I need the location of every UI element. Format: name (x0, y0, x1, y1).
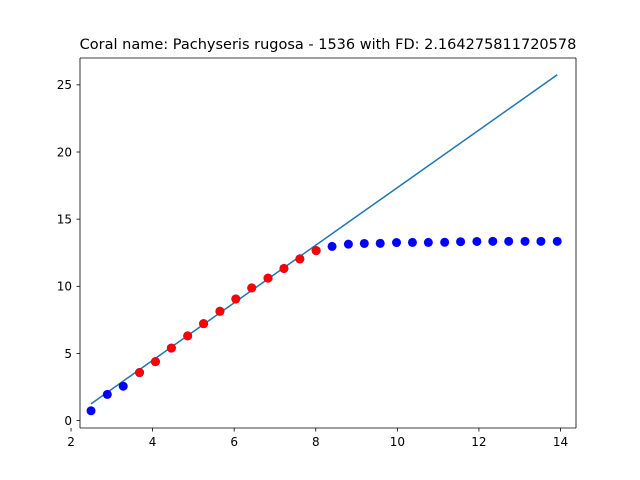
blue-data-point (552, 236, 562, 246)
red-data-point (150, 357, 160, 367)
x-axis-ticks: 2 4 6 8 10 12 14 (67, 428, 568, 449)
x-tick-label: 2 (67, 435, 75, 449)
blue-data-point (504, 236, 514, 246)
blue-data-point (423, 237, 433, 247)
blue-data-point (102, 389, 112, 399)
blue-data-point (327, 241, 337, 251)
red-data-point (231, 294, 241, 304)
blue-data-point (392, 238, 402, 248)
x-tick-label: 14 (553, 435, 568, 449)
y-tick-label: 10 (57, 280, 72, 294)
blue-data-point (343, 239, 353, 249)
blue-data-point (520, 236, 530, 246)
red-data-point (263, 273, 273, 283)
blue-data-point (536, 236, 546, 246)
blue-data-point (472, 236, 482, 246)
red-data-point (183, 331, 193, 341)
blue-data-point (407, 237, 417, 247)
red-data-point (135, 368, 145, 378)
red-data-point (199, 319, 209, 329)
red-data-point (247, 283, 257, 293)
blue-data-point (359, 238, 369, 248)
y-axis-ticks: 0 5 10 15 20 25 (57, 78, 80, 428)
x-tick-label: 8 (312, 435, 320, 449)
blue-data-point (86, 406, 96, 416)
y-tick-label: 0 (64, 414, 72, 428)
y-tick-label: 25 (57, 78, 72, 92)
blue-data-point (118, 381, 128, 391)
blue-data-point (488, 236, 498, 246)
x-tick-label: 12 (471, 435, 486, 449)
y-tick-label: 5 (64, 347, 72, 361)
x-tick-label: 10 (390, 435, 405, 449)
red-data-point (311, 246, 321, 256)
x-tick-label: 6 (230, 435, 238, 449)
red-data-point (166, 343, 176, 353)
red-point-layer (135, 246, 321, 378)
blue-data-point (440, 237, 450, 247)
x-tick-label: 4 (149, 435, 157, 449)
y-tick-label: 20 (57, 145, 72, 159)
axes-frame (79, 57, 577, 429)
y-tick-label: 15 (57, 212, 72, 226)
blue-data-point (456, 237, 466, 247)
chart-title: Coral name: Pachyseris rugosa - 1536 wit… (80, 37, 577, 53)
blue-data-point (375, 238, 385, 248)
red-data-point (295, 254, 305, 264)
red-data-point (215, 306, 225, 316)
red-data-point (279, 263, 289, 273)
